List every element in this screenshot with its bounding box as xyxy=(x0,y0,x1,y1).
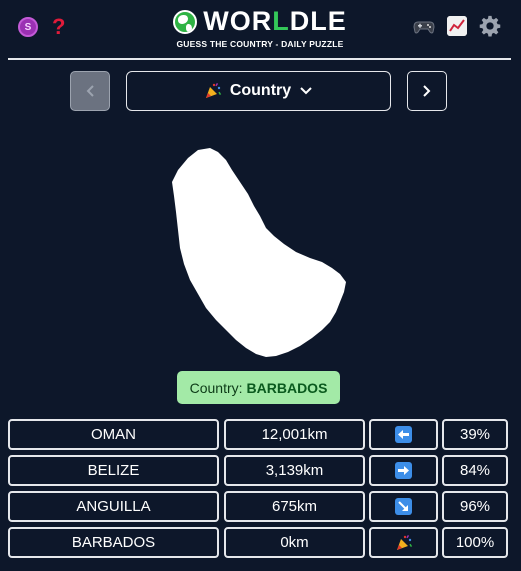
header: S ? WORLDLE GUESS THE COUNTRY - DAILY PU… xyxy=(0,0,521,60)
guess-direction xyxy=(369,419,438,450)
guess-row: OMAN 12,001km 39% xyxy=(8,419,513,450)
guess-row: ANGUILLA 675km 96% xyxy=(8,491,513,522)
previous-button[interactable] xyxy=(70,71,110,111)
help-icon[interactable]: ? xyxy=(52,14,66,39)
answer-prefix: Country: xyxy=(189,379,243,396)
guess-proximity: 39% xyxy=(442,419,508,450)
chevron-down-icon xyxy=(300,87,312,95)
app-title: WORLDLE xyxy=(203,8,346,35)
arrow-left-icon xyxy=(395,426,412,443)
settings-gear-icon[interactable] xyxy=(479,15,501,37)
logo-row: WORLDLE xyxy=(170,8,350,35)
title-post: DLE xyxy=(289,6,347,36)
guess-distance: 3,139km xyxy=(224,455,365,486)
guess-distance: 0km xyxy=(224,527,365,558)
mode-select[interactable]: Country xyxy=(126,71,391,111)
guess-country: BARBADOS xyxy=(8,527,219,558)
arrow-right-icon xyxy=(395,462,412,479)
guess-direction xyxy=(369,491,438,522)
title-accent: L xyxy=(272,6,290,36)
app-subtitle: GUESS THE COUNTRY - DAILY PUZZLE xyxy=(176,39,344,49)
guess-proximity: 96% xyxy=(442,491,508,522)
guess-direction xyxy=(369,455,438,486)
guess-country: OMAN xyxy=(8,419,219,450)
guess-row: BELIZE 3,139km 84% xyxy=(8,455,513,486)
header-left-icons: S ? xyxy=(18,16,65,38)
title-pre: WOR xyxy=(203,6,273,36)
mode-select-label: Country xyxy=(229,82,292,99)
gamepad-icon[interactable] xyxy=(413,16,435,36)
header-right-icons xyxy=(413,15,501,37)
guess-proximity: 84% xyxy=(442,455,508,486)
arrow-down-right-icon xyxy=(395,498,412,515)
chevron-right-icon xyxy=(423,85,431,97)
guess-distance: 675km xyxy=(224,491,365,522)
party-popper-icon xyxy=(396,534,412,550)
guess-direction xyxy=(369,527,438,558)
header-divider xyxy=(8,58,511,60)
next-button[interactable] xyxy=(407,71,447,111)
guess-distance: 12,001km xyxy=(224,419,365,450)
guess-row: BARBADOS 0km 100% xyxy=(8,527,513,558)
chevron-left-icon xyxy=(86,85,94,97)
coin-icon[interactable]: S xyxy=(18,17,38,37)
answer-badge: Country: BARBADOS xyxy=(177,371,340,404)
guess-proximity: 100% xyxy=(442,527,508,558)
logo: WORLDLE GUESS THE COUNTRY - DAILY PUZZLE xyxy=(170,8,350,49)
guess-country: ANGUILLA xyxy=(8,491,219,522)
statistics-icon[interactable] xyxy=(447,16,467,36)
guess-country: BELIZE xyxy=(8,455,219,486)
globe-icon xyxy=(173,9,198,34)
party-popper-icon xyxy=(205,82,221,98)
answer-value: BARBADOS xyxy=(246,379,328,396)
country-silhouette xyxy=(172,148,346,357)
